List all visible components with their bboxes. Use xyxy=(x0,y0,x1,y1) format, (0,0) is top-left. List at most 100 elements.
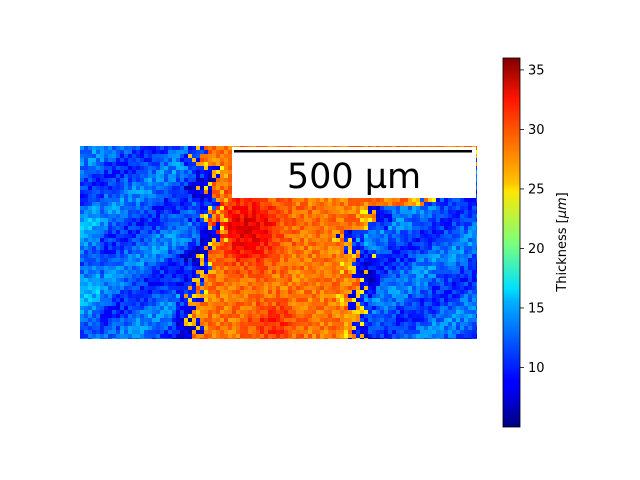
heatmap-cell xyxy=(124,254,129,259)
heatmap-cell xyxy=(356,210,361,215)
heatmap-cell xyxy=(88,262,93,267)
heatmap-cell xyxy=(308,234,313,239)
heatmap-cell xyxy=(112,254,117,259)
heatmap-cell xyxy=(80,250,85,255)
heatmap-cell xyxy=(120,218,125,223)
colorbar-tick-label: 15 xyxy=(528,301,545,316)
heatmap-cell xyxy=(436,202,441,207)
heatmap-cell xyxy=(116,242,121,247)
heatmap-cell xyxy=(360,334,365,339)
heatmap-cell xyxy=(100,314,105,319)
heatmap-cell xyxy=(268,250,273,255)
heatmap-cell xyxy=(152,270,157,275)
heatmap-cell xyxy=(192,202,197,207)
heatmap-cell xyxy=(396,326,401,331)
heatmap-cell xyxy=(128,318,133,323)
heatmap-cell xyxy=(136,214,141,219)
heatmap-cell xyxy=(224,186,229,191)
heatmap-cell xyxy=(368,318,373,323)
heatmap-cell xyxy=(92,214,97,219)
heatmap-cell xyxy=(156,230,161,235)
heatmap-cell xyxy=(264,286,269,291)
heatmap-cell xyxy=(136,202,141,207)
heatmap-cell xyxy=(112,222,117,227)
heatmap-cell xyxy=(228,282,233,287)
heatmap-cell xyxy=(448,218,453,223)
heatmap-cell xyxy=(116,206,121,211)
heatmap-cell xyxy=(316,286,321,291)
heatmap-cell xyxy=(168,270,173,275)
heatmap-cell xyxy=(232,338,237,339)
heatmap-cell xyxy=(268,282,273,287)
heatmap-cell xyxy=(380,330,385,335)
heatmap-cell xyxy=(280,322,285,327)
heatmap-cell xyxy=(180,270,185,275)
heatmap-cell xyxy=(340,330,345,335)
heatmap-cell xyxy=(104,162,109,167)
heatmap-cell xyxy=(128,274,133,279)
heatmap-cell xyxy=(256,234,261,239)
heatmap-cell xyxy=(400,226,405,231)
heatmap-cell xyxy=(392,310,397,315)
heatmap-cell xyxy=(404,274,409,279)
heatmap-cell xyxy=(396,226,401,231)
heatmap-cell xyxy=(396,330,401,335)
heatmap-cell xyxy=(184,314,189,319)
heatmap-cell xyxy=(120,334,125,339)
heatmap-cell xyxy=(204,206,209,211)
heatmap-cell xyxy=(424,266,429,271)
heatmap-cell xyxy=(248,286,253,291)
heatmap-cell xyxy=(172,182,177,187)
heatmap-cell xyxy=(348,242,353,247)
heatmap-cell xyxy=(300,230,305,235)
heatmap-cell xyxy=(424,250,429,255)
heatmap-cell xyxy=(148,322,153,327)
heatmap-cell xyxy=(424,254,429,259)
heatmap-cell xyxy=(204,178,209,183)
heatmap-cell xyxy=(464,222,469,227)
heatmap-cell xyxy=(340,214,345,219)
heatmap-cell xyxy=(120,338,125,339)
heatmap-cell xyxy=(212,198,217,203)
heatmap-cell xyxy=(392,230,397,235)
heatmap-cell xyxy=(416,290,421,295)
heatmap-cell xyxy=(144,170,149,175)
heatmap-cell xyxy=(92,322,97,327)
heatmap-cell xyxy=(364,338,369,339)
heatmap-cell xyxy=(108,146,113,151)
heatmap-cell xyxy=(96,318,101,323)
heatmap-cell xyxy=(196,322,201,327)
heatmap-cell xyxy=(332,274,337,279)
heatmap-cell xyxy=(160,274,165,279)
heatmap-cell xyxy=(116,314,121,319)
heatmap-cell xyxy=(460,206,465,211)
heatmap-cell xyxy=(376,318,381,323)
heatmap-cell xyxy=(124,202,129,207)
heatmap-cell xyxy=(396,286,401,291)
heatmap-cell xyxy=(248,226,253,231)
heatmap-cell xyxy=(360,298,365,303)
heatmap-cell xyxy=(124,170,129,175)
heatmap-cell xyxy=(100,290,105,295)
heatmap-cell xyxy=(140,226,145,231)
heatmap-cell xyxy=(256,206,261,211)
heatmap-cell xyxy=(316,282,321,287)
heatmap-cell xyxy=(312,206,317,211)
heatmap-cell xyxy=(108,250,113,255)
heatmap-cell xyxy=(380,314,385,319)
heatmap-cell xyxy=(224,146,229,151)
heatmap-cell xyxy=(200,326,205,331)
heatmap-cell xyxy=(448,334,453,339)
heatmap-cell xyxy=(204,298,209,303)
heatmap-cell xyxy=(200,310,205,315)
heatmap-cell xyxy=(208,330,213,335)
heatmap-cell xyxy=(280,326,285,331)
heatmap-cell xyxy=(248,298,253,303)
heatmap-cell xyxy=(252,262,257,267)
heatmap-cell xyxy=(148,290,153,295)
heatmap-cell xyxy=(464,334,469,339)
heatmap-cell xyxy=(292,314,297,319)
heatmap-cell xyxy=(236,294,241,299)
heatmap-cell xyxy=(244,250,249,255)
heatmap-cell xyxy=(436,318,441,323)
